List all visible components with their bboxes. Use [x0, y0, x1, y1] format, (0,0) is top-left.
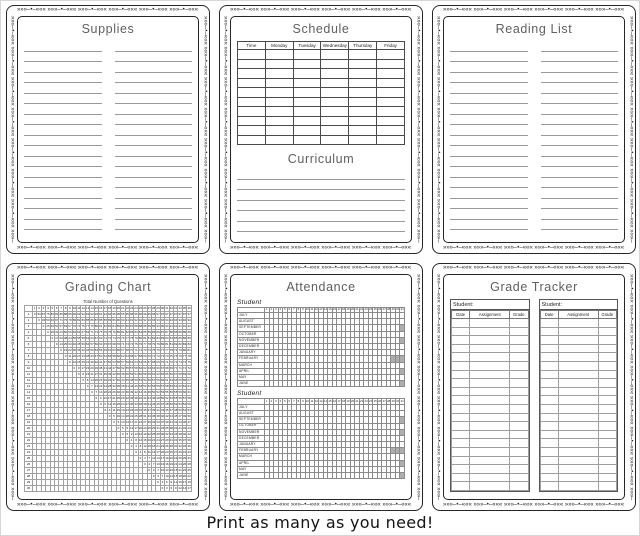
grading-chart-axis-label: Total Number of Questions: [83, 298, 133, 304]
supplies-page-content: Supplies: [17, 16, 199, 243]
grade-tracker-section-right: Student: Date Assignment Grade: [538, 298, 618, 492]
reading-list-writing-lines: [450, 41, 618, 230]
page-grading-chart: »»»–•–««« »»»–•–««« »»»–•–««« »»»–•–««« …: [6, 262, 210, 511]
arrow-border-top-icon: »»»–•–««« »»»–•–««« »»»–•–««« »»»–•–««« …: [17, 7, 199, 13]
attendance-student-label-1: Student: [237, 298, 262, 306]
arrow-border-top-icon: »»»–•–««« »»»–•–««« »»»–•–««« »»»–•–««« …: [443, 264, 625, 271]
arrow-border-top-icon: »»»–•–««« »»»–•–««« »»»–•–««« »»»–•–««« …: [443, 7, 625, 13]
grade-tracker-grid-2: Date Assignment Grade: [539, 310, 618, 491]
reading-list-title: Reading List: [495, 22, 573, 36]
arrow-border-left-icon: »»»–•–««« »»»–•–««« »»»–•–««« »»»–•–««« …: [7, 274, 16, 501]
arrow-border-left-icon: »»»–•–««« »»»–•–««« »»»–•–««« »»»–•–««« …: [220, 274, 229, 501]
attendance-title: Attendance: [286, 279, 356, 294]
curriculum-title: Curriculum: [287, 152, 355, 166]
arrow-border-top-icon: »»»–•–««« »»»–•–««« »»»–•–««« »»»–•–««« …: [17, 264, 199, 271]
arrow-border-left-icon: »»»–•–««« »»»–•–««« »»»–•–««« »»»–•–««« …: [433, 274, 442, 501]
attendance-page-content: Attendance Student 1 2 3 4 5 6 7 8 9 10 11 12 13 14 15…: [230, 273, 412, 500]
grading-chart-page-content: Grading Chart Total Number of Questions …: [17, 273, 199, 500]
arrow-border-bottom-icon: »»»–•–««« »»»–•–««« »»»–•–««« »»»–•–««« …: [443, 244, 625, 251]
arrow-border-right-icon: »»»–•–««« »»»–•–««« »»»–•–««« »»»–•–««« …: [200, 16, 209, 243]
arrow-border-left-icon: »»»–•–««« »»»–•–««« »»»–•–««« »»»–•–««« …: [433, 16, 442, 243]
page-schedule: »»»–•–««« »»»–•–««« »»»–•–««« »»»–•–««« …: [219, 5, 423, 254]
arrow-border-right-icon: »»»–•–««« »»»–•–««« »»»–•–««« »»»–•–««« …: [413, 16, 422, 243]
reading-list-lines-column-left: [450, 41, 528, 230]
curriculum-writing-lines: [237, 169, 405, 242]
page-attendance: »»»–•–««« »»»–•–««« »»»–•–««« »»»–•–««« …: [219, 262, 423, 511]
supplies-title: Supplies: [81, 22, 135, 36]
arrow-border-bottom-icon: »»»–•–««« »»»–•–««« »»»–•–««« »»»–•–««« …: [230, 244, 412, 251]
supplies-writing-lines: [24, 41, 192, 230]
grade-tracker-grid-1: Date Assignment Grade: [450, 310, 529, 491]
grade-tracker-title: Grade Tracker: [490, 279, 578, 294]
grade-tracker-student-label-2: Student:: [539, 300, 617, 310]
schedule-title: Schedule: [292, 22, 350, 36]
reading-list-page-content: Reading List: [443, 16, 625, 243]
page-reading-list: »»»–•–««« »»»–•–««« »»»–•–««« »»»–•–««« …: [432, 5, 636, 254]
arrow-border-top-icon: »»»–•–««« »»»–•–««« »»»–•–««« »»»–•–««« …: [230, 264, 412, 271]
schedule-table: Time Monday Tuesday Wednesday Thursday Friday: [237, 41, 405, 145]
attendance-grid-2: 1 2 3 4 5 6 7 8 9 10 11 12 13 14 15 16 17 18 19 20 21 22 23 24 2…: [237, 398, 405, 480]
arrow-border-left-icon: »»»–•–««« »»»–•–««« »»»–•–««« »»»–•–««« …: [220, 16, 229, 243]
schedule-page-content: Schedule Time Monday Tuesday Wednesday Thurs…: [230, 16, 412, 243]
attendance-grid-1: 1 2 3 4 5 6 7 8 9 10 11 12 13 14 15 16 17 18 19 20 21 22 23 24 2…: [237, 306, 405, 388]
footer-caption: Print as many as you need!: [206, 513, 434, 532]
grade-tracker-page-content: Grade Tracker Student: Date Assignment Gra…: [443, 273, 625, 500]
grade-tracker-sections: Student: Date Assignment Grade Student: Da…: [450, 298, 618, 492]
supplies-lines-column-left: [24, 41, 102, 230]
arrow-border-left-icon: »»»–•–««« »»»–•–««« »»»–•–««« »»»–•–««« …: [7, 16, 16, 243]
grading-chart-title: Grading Chart: [64, 279, 152, 294]
arrow-border-right-icon: »»»–•–««« »»»–•–««« »»»–•–««« »»»–•–««« …: [626, 274, 635, 501]
page-supplies: »»»–•–««« »»»–•–««« »»»–•–««« »»»–•–««« …: [6, 5, 210, 254]
supplies-lines-column-right: [114, 41, 192, 230]
arrow-border-right-icon: »»»–•–««« »»»–•–««« »»»–•–««« »»»–•–««« …: [413, 274, 422, 501]
arrow-border-right-icon: »»»–•–««« »»»–•–««« »»»–•–««« »»»–•–««« …: [200, 274, 209, 501]
reading-list-lines-column-right: [540, 41, 618, 230]
arrow-border-bottom-icon: »»»–•–««« »»»–•–««« »»»–•–««« »»»–•–««« …: [443, 502, 625, 508]
arrow-border-bottom-icon: »»»–•–««« »»»–•–««« »»»–•–««« »»»–•–««« …: [230, 502, 412, 508]
arrow-border-right-icon: »»»–•–««« »»»–•–««« »»»–•–««« »»»–•–««« …: [626, 16, 635, 243]
arrow-border-bottom-icon: »»»–•–««« »»»–•–««« »»»–•–««« »»»–•–««« …: [17, 244, 199, 251]
grade-tracker-student-label-1: Student:: [451, 300, 529, 310]
grading-chart-grid: 1 2 3 4 5 6 7 8 9 10 11 12 13 14 15 16 17 18 19 20 21 22 23 24 2…: [24, 304, 192, 492]
pages-grid: »»»–•–««« »»»–•–««« »»»–•–««« »»»–•–««« …: [6, 5, 636, 511]
arrow-border-bottom-icon: »»»–•–««« »»»–•–««« »»»–•–««« »»»–•–««« …: [17, 502, 199, 508]
grade-tracker-section-left: Student: Date Assignment Grade: [450, 298, 530, 492]
page-grade-tracker: »»»–•–««« »»»–•–««« »»»–•–««« »»»–•–««« …: [432, 262, 636, 511]
attendance-student-label-2: Student: [237, 390, 262, 398]
arrow-border-top-icon: »»»–•–««« »»»–•–««« »»»–•–««« »»»–•–««« …: [230, 7, 412, 13]
